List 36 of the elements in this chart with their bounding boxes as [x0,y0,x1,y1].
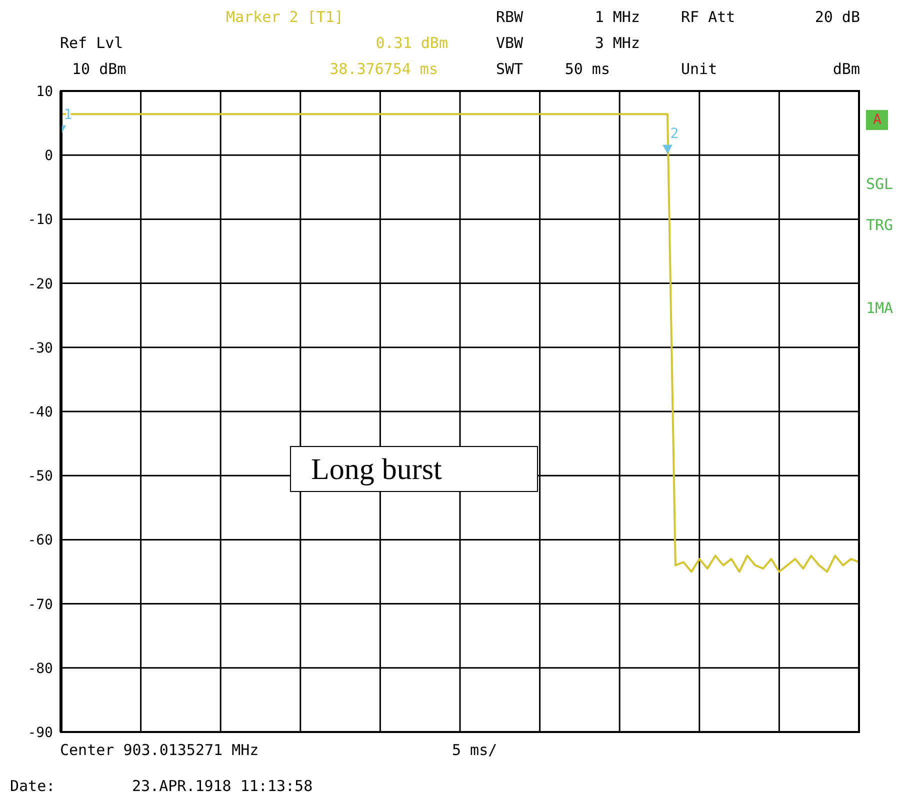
text: 38.376754 ms [330,60,438,78]
text: 50 ms [564,60,610,78]
text: Ref Lvl [60,34,124,52]
text: VBW [496,34,524,52]
text: Marker 2 [T1] [226,8,344,26]
y-tick-label: -80 [28,660,53,677]
y-tick-label: -20 [28,276,53,292]
text: TRG [866,216,894,234]
text-box: Long burst [290,446,538,492]
text: RF Att [681,8,736,26]
text: Center 903.0135271 MHz [60,741,259,759]
text: 10 dBm [72,60,126,78]
text: Unit [681,60,718,78]
text: 1MA [866,299,894,317]
y-tick-label: -70 [28,596,53,613]
text: 20 dB [814,8,860,26]
text: 3 MHz [594,34,640,52]
y-tick-label: -40 [28,404,53,420]
series-label: 2 [670,126,679,142]
y-tick-label: -50 [28,468,53,485]
text: 1 MHz [594,8,640,26]
y-tick-label: -60 [28,532,53,549]
text: Date: [10,777,56,795]
y-tick-label: 10 [36,84,53,100]
text: 0.31 dBm [376,34,448,52]
text: 5 ms/ [452,741,498,759]
y-tick-label: -10 [28,212,53,228]
text: 23.APR.1918 11:13:58 [132,777,313,795]
text: SWT [496,60,524,78]
y-tick-label: 0 [44,148,53,164]
y-tick-label: -30 [28,340,53,356]
text: A [866,110,888,130]
y-tick-label: -90 [28,724,53,741]
text: SGL [866,175,894,193]
text: RBW [496,8,524,26]
text: dBm [832,60,860,78]
